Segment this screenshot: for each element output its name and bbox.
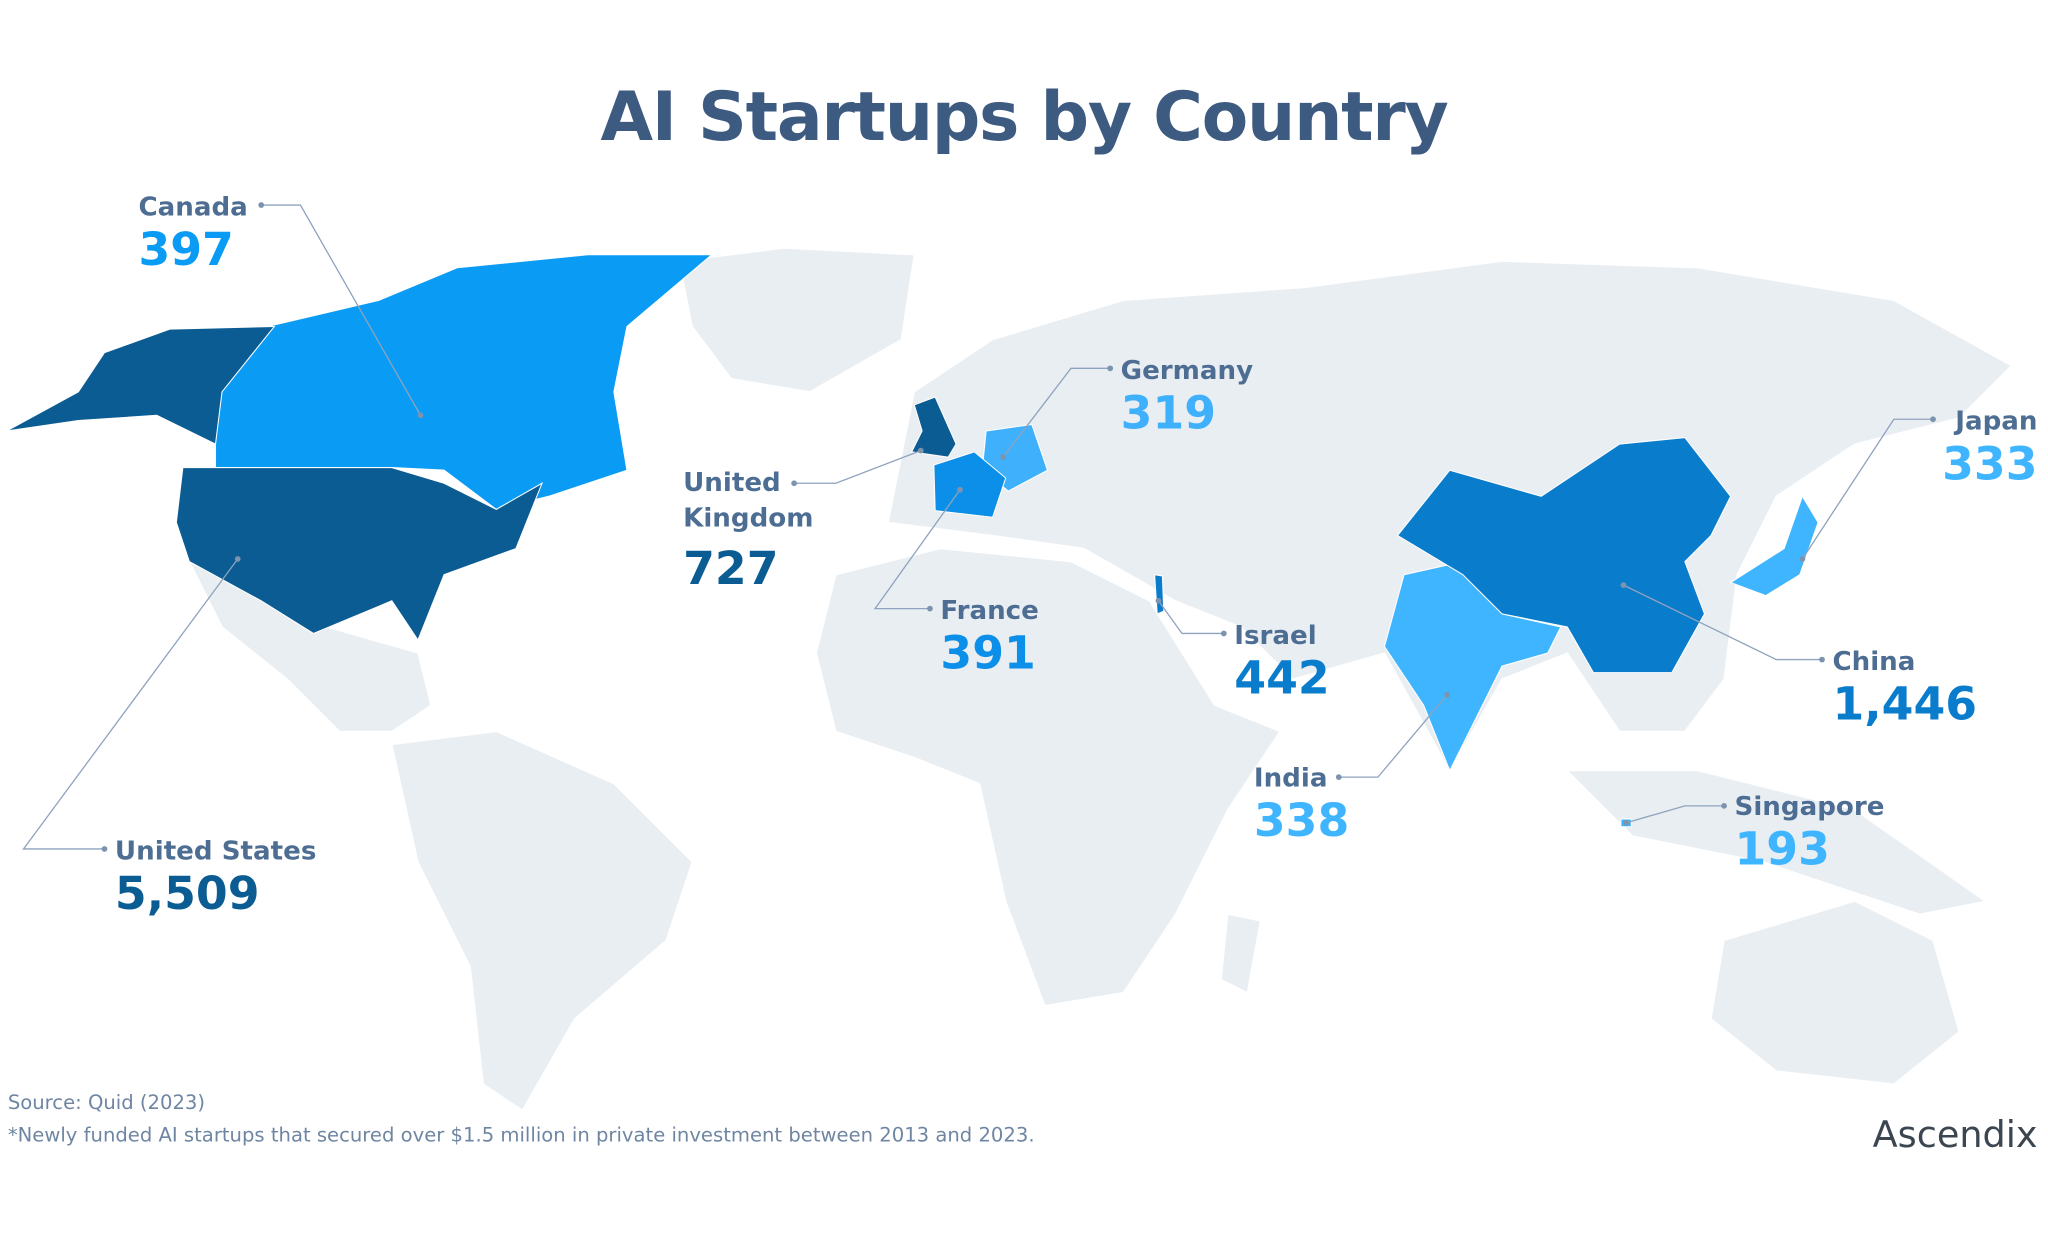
country-name: Israel [1234, 619, 1317, 651]
leader-dot [927, 605, 933, 612]
country-label: China 1,446 [1832, 644, 1978, 732]
country-name: Germany [1120, 353, 1254, 386]
country-value: 1,446 [1832, 679, 1978, 732]
source: Source: Quid (2023) [7, 1090, 206, 1115]
central-america [181, 546, 432, 733]
australia [1710, 900, 1960, 1085]
country-name: France [940, 594, 1039, 626]
leader-dot [101, 846, 108, 852]
leader-line [794, 449, 922, 484]
country-shape [1396, 436, 1732, 674]
leader-line [1625, 805, 1725, 824]
leader-line [1623, 584, 1823, 661]
brand: Ascendix [1872, 1112, 2038, 1156]
country-name: India [1253, 761, 1328, 793]
leader-dot [957, 486, 963, 493]
country-name: United States [114, 834, 317, 866]
leader-line [261, 204, 422, 416]
country-name: United Kingdom [683, 466, 814, 533]
leader-dot [1335, 774, 1342, 781]
country-value: 391 [940, 628, 1036, 681]
country-value: 193 [1734, 824, 1830, 877]
country-value: 5,509 [114, 868, 260, 921]
country-label: United States 5,509 [115, 833, 316, 921]
greenland [678, 247, 916, 393]
leader-dot [917, 447, 924, 454]
leader-dot [234, 556, 241, 562]
country-value: 333 [1942, 438, 2038, 492]
leader-dot [1620, 582, 1627, 589]
country-label: Canada 397 [138, 189, 247, 277]
madagascar [1220, 913, 1262, 994]
country-label: Germany 319 [1120, 353, 1254, 441]
countries [6, 254, 1819, 828]
leader-dot [1799, 556, 1806, 562]
country-value: 397 [138, 224, 234, 277]
leader-dot [258, 202, 265, 208]
country-shape [175, 467, 544, 642]
leader-line [873, 489, 961, 610]
chart-title: AI Startups by Country [600, 78, 1448, 157]
country-label: India 338 [1253, 760, 1350, 848]
country-label: France 391 [940, 593, 1039, 681]
leader-dot [1819, 656, 1825, 663]
leader-line [1801, 418, 1934, 560]
country-label: Japan 333 [1942, 404, 2038, 492]
country-name: China [1832, 645, 1916, 677]
country-value: 338 [1253, 795, 1350, 848]
country-shape [1154, 574, 1165, 615]
southeast-asia [1565, 769, 1987, 915]
country-value: 319 [1120, 387, 1217, 441]
country-label: Israel 442 [1234, 618, 1330, 706]
leader-dot [1000, 454, 1006, 461]
country-value: 442 [1234, 653, 1330, 706]
leader-dot [1220, 630, 1227, 637]
country-shape [910, 396, 957, 458]
leader-dot [1930, 416, 1936, 423]
leader-lines [22, 202, 1936, 852]
leader-dot [1107, 365, 1114, 372]
country-label: United Kingdom 727 [683, 465, 840, 596]
country-shape [214, 254, 714, 510]
country-shape [1729, 495, 1819, 597]
leader-line [1157, 600, 1224, 635]
country-shape [6, 325, 276, 445]
leader-dot [417, 412, 424, 419]
leader-dot [1721, 802, 1727, 809]
country-value: 727 [683, 543, 779, 596]
leader-line [1002, 367, 1111, 458]
country-label: Singapore 193 [1734, 789, 1885, 877]
leader-dot [1155, 597, 1162, 604]
leader-line [22, 558, 239, 850]
africa [815, 547, 1281, 1007]
leader-line [1338, 694, 1448, 778]
leader-dot [1623, 819, 1629, 826]
country-name: Canada [138, 190, 248, 223]
south-america [391, 730, 693, 1112]
country-name: Singapore [1734, 790, 1885, 822]
country-name: Japan [1955, 404, 2038, 437]
leader-dot [791, 480, 797, 487]
footnote: *Newly funded AI startups that secured o… [7, 1123, 1035, 1147]
leader-dot [1444, 691, 1451, 698]
